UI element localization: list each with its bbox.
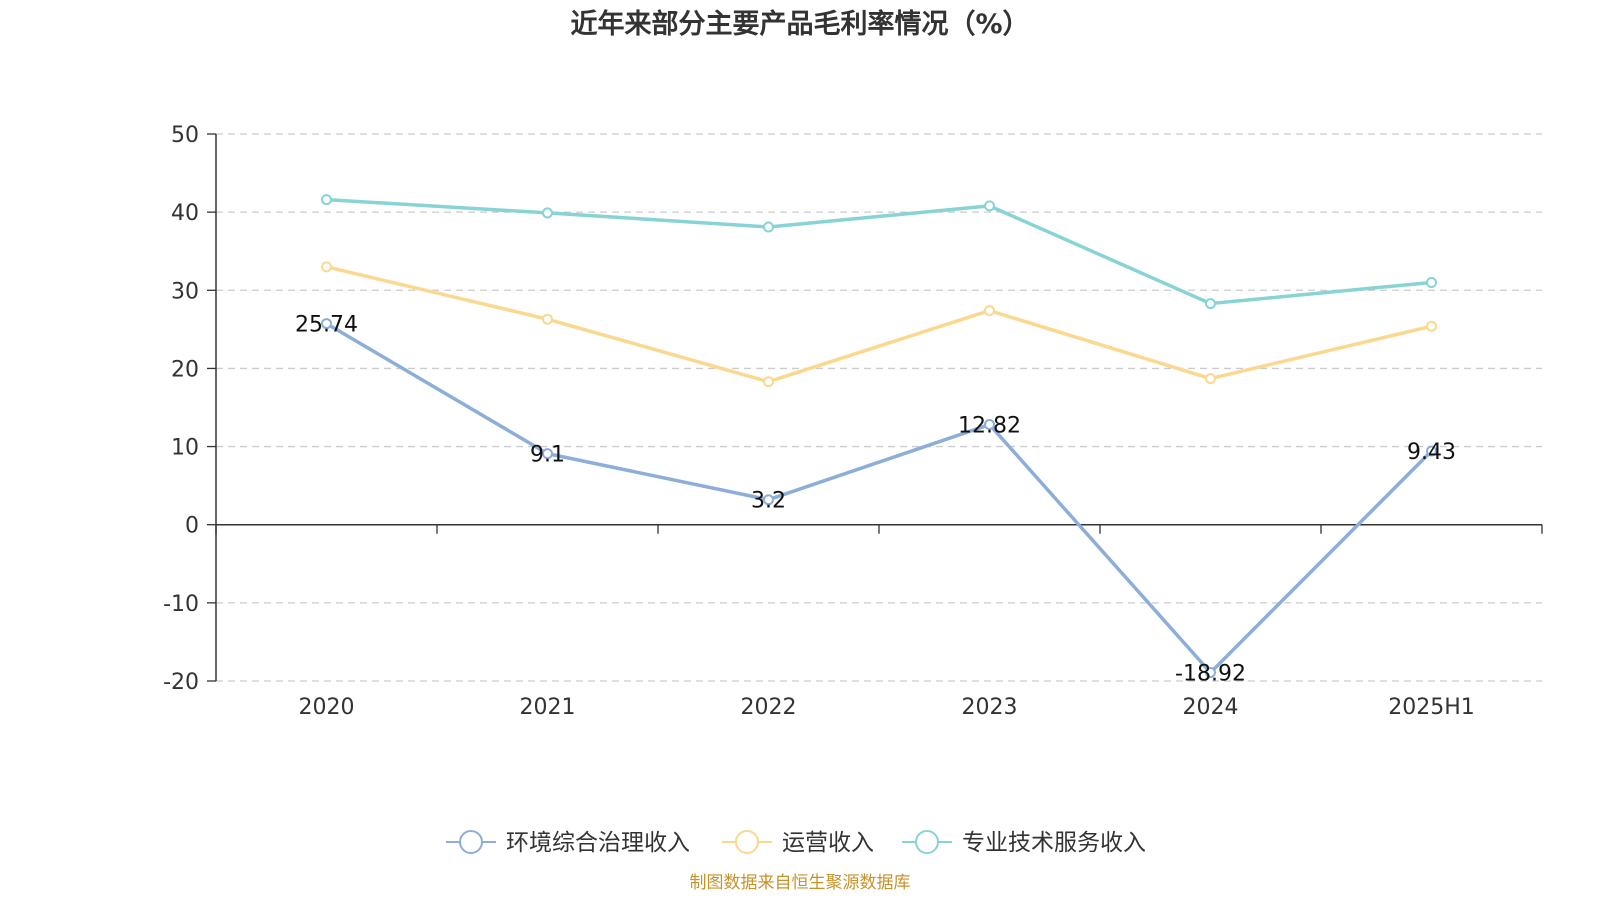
legend-item: 运营收入 (722, 830, 874, 856)
x-tick-label: 2022 (741, 695, 797, 720)
data-label: -18.92 (1175, 662, 1246, 687)
data-point (984, 305, 995, 317)
y-tick-label: 0 (185, 514, 199, 539)
data-point (1205, 667, 1216, 679)
data-point (321, 261, 332, 273)
series-line (324, 321, 1434, 675)
legend-marker (459, 830, 483, 854)
axes: 50 40 30 20 10 0 -10 -20 2020 2021 2022 2023 2024 202… (163, 123, 1543, 720)
x-tick-label: 2024 (1183, 695, 1239, 720)
y-tick-label: 20 (171, 357, 199, 382)
x-tick-label: 2023 (962, 695, 1018, 720)
y-tick-label: -10 (163, 592, 199, 617)
data-labels: 25.74 9.1 3.2 12.82 -18.92 9.43 (295, 313, 1456, 687)
data-point (542, 313, 553, 325)
data-point (1205, 298, 1216, 310)
data-point (763, 221, 774, 233)
data-point (984, 419, 995, 431)
legend-item: 专业技术服务收入 (902, 830, 1146, 856)
y-tick-label: 50 (171, 123, 199, 148)
data-point (1205, 373, 1216, 385)
chart-title: 近年来部分主要产品毛利率情况（%） (570, 8, 1029, 40)
y-tick-label: 40 (171, 201, 199, 226)
y-tick-label: -20 (163, 670, 199, 695)
legend-item: 环境综合治理收入 (446, 830, 690, 856)
x-tick-label: 2020 (299, 695, 355, 720)
data-point (984, 200, 995, 212)
legend-label: 环境综合治理收入 (506, 830, 690, 856)
data-point (1426, 445, 1437, 457)
data-point (321, 194, 332, 206)
source-note: 制图数据来自恒生聚源数据库 (690, 873, 911, 893)
legend-label: 运营收入 (782, 830, 874, 856)
legend-marker (915, 830, 939, 854)
series-line (324, 265, 1434, 384)
x-tick-label: 2025H1 (1388, 695, 1475, 720)
y-tick-label: 30 (171, 279, 199, 304)
data-point (763, 494, 774, 506)
legend: 环境综合治理收入 运营收入 专业技术服务收入 (446, 830, 1146, 856)
gridlines (216, 133, 1542, 682)
data-label: 12.82 (958, 414, 1021, 439)
series-lines (321, 194, 1437, 679)
data-point (1426, 320, 1437, 332)
legend-label: 专业技术服务收入 (962, 830, 1146, 856)
legend-marker (735, 830, 759, 854)
data-point (542, 448, 553, 460)
y-tick-label: 10 (171, 436, 199, 461)
data-label: 9.1 (530, 443, 565, 468)
data-point (321, 318, 332, 330)
data-point (763, 376, 774, 388)
data-label: 9.43 (1407, 440, 1456, 465)
data-point (1426, 276, 1437, 288)
data-label: 3.2 (751, 489, 786, 514)
x-tick-label: 2021 (520, 695, 576, 720)
data-label: 25.74 (295, 313, 358, 338)
series-line (324, 197, 1434, 306)
data-point (542, 207, 553, 219)
